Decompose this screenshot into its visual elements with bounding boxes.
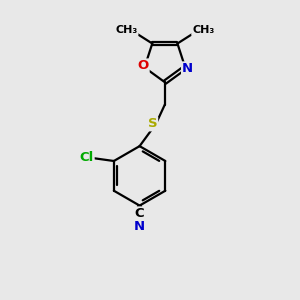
Text: Cl: Cl	[80, 151, 94, 164]
Text: CH₃: CH₃	[115, 25, 137, 35]
Text: S: S	[148, 117, 157, 130]
Text: C: C	[135, 207, 144, 220]
Text: O: O	[137, 59, 148, 73]
Text: N: N	[182, 62, 193, 75]
Text: CH₃: CH₃	[192, 25, 214, 35]
Text: N: N	[134, 220, 145, 233]
